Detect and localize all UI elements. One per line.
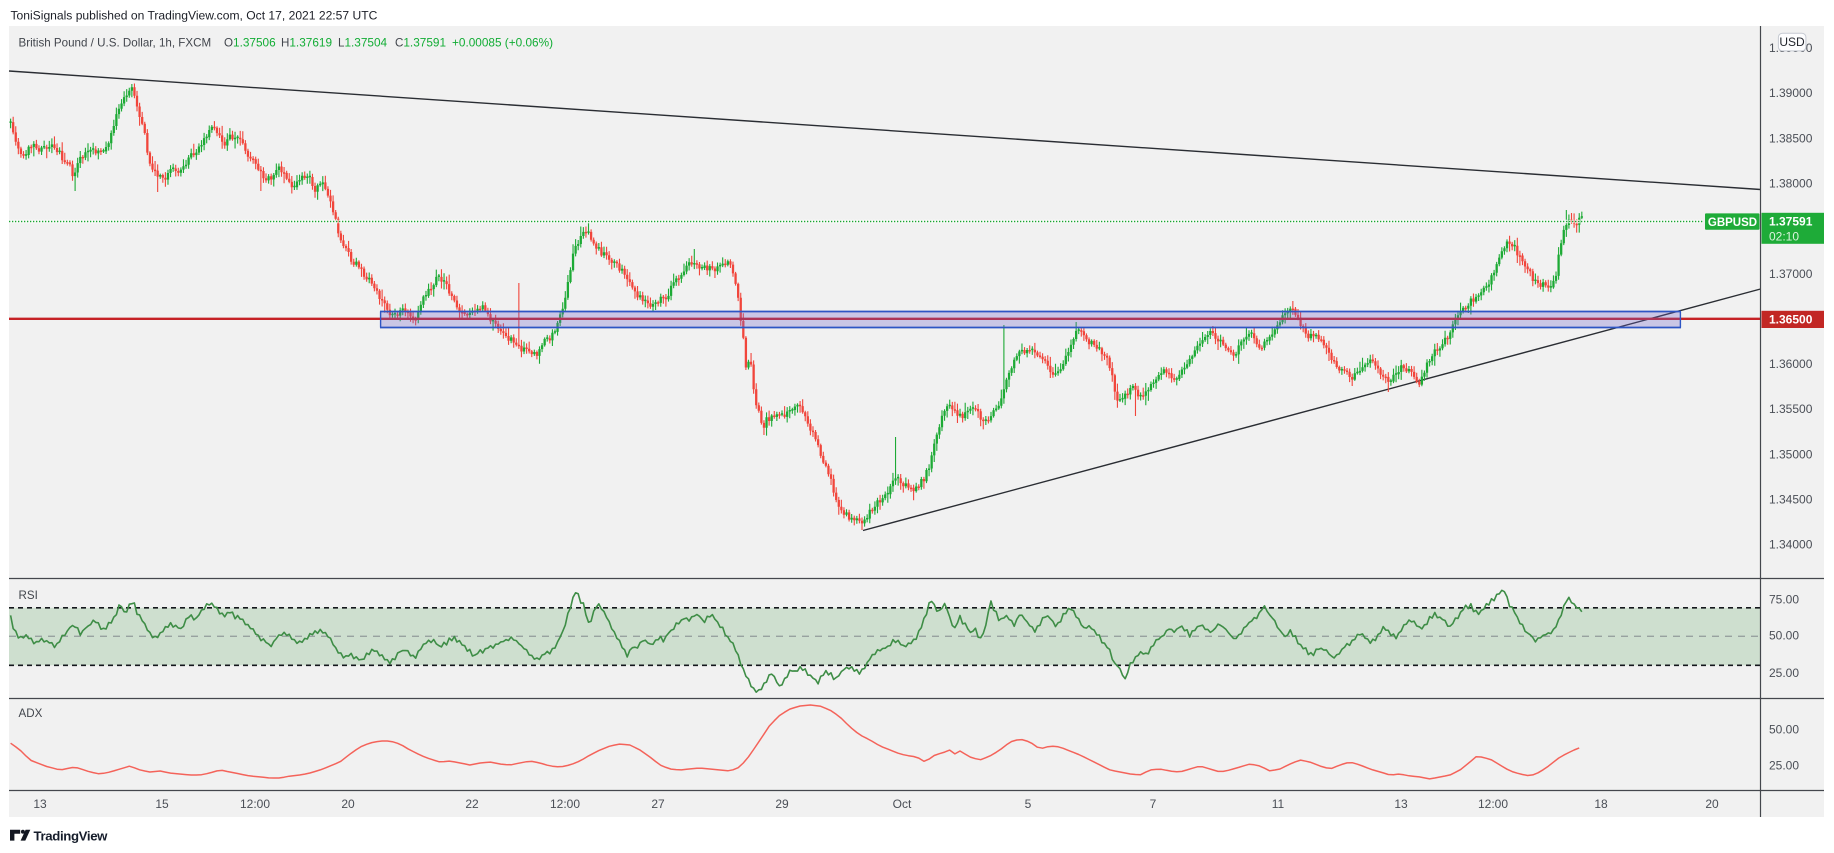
svg-text:ADX: ADX — [19, 707, 43, 720]
svg-text:USD: USD — [1779, 35, 1805, 49]
svg-text:29: 29 — [775, 797, 789, 811]
svg-text:12:00: 12:00 — [240, 797, 270, 811]
svg-text:13: 13 — [33, 797, 47, 811]
svg-text:25.00: 25.00 — [1769, 666, 1799, 680]
svg-text:50.00: 50.00 — [1769, 722, 1799, 736]
svg-text:25.00: 25.00 — [1769, 759, 1799, 773]
svg-text:British Pound / U.S. Dollar, 1: British Pound / U.S. Dollar, 1h, FXCM — [19, 37, 212, 50]
svg-text:7: 7 — [1150, 797, 1157, 811]
svg-text:20: 20 — [341, 797, 355, 811]
svg-text:C1.37591: C1.37591 — [395, 36, 446, 50]
svg-text:O1.37506: O1.37506 — [224, 36, 276, 50]
svg-text:50.00: 50.00 — [1769, 628, 1799, 642]
svg-text:1.35500: 1.35500 — [1769, 402, 1813, 416]
svg-text:1.36500: 1.36500 — [1769, 313, 1813, 327]
svg-text:1.36000: 1.36000 — [1769, 357, 1813, 371]
svg-text:5: 5 — [1025, 797, 1032, 811]
svg-text:20: 20 — [1705, 797, 1719, 811]
svg-text:13: 13 — [1394, 797, 1408, 811]
svg-text:02:10: 02:10 — [1769, 230, 1799, 244]
svg-text:12:00: 12:00 — [550, 797, 580, 811]
svg-text:1.37000: 1.37000 — [1769, 267, 1813, 281]
svg-text:1.38500: 1.38500 — [1769, 131, 1813, 145]
svg-text:12:00: 12:00 — [1478, 797, 1508, 811]
svg-text:H1.37619: H1.37619 — [281, 36, 332, 50]
svg-text:1.34000: 1.34000 — [1769, 538, 1813, 552]
svg-text:1.39000: 1.39000 — [1769, 86, 1813, 100]
svg-text:1.37591: 1.37591 — [1769, 215, 1813, 229]
svg-text:RSI: RSI — [19, 589, 38, 602]
svg-text:27: 27 — [651, 797, 665, 811]
svg-text:ToniSignals published on Tradi: ToniSignals published on TradingView.com… — [11, 9, 378, 23]
svg-text:Oct: Oct — [893, 797, 912, 811]
svg-text:15: 15 — [155, 797, 169, 811]
svg-text:1.35000: 1.35000 — [1769, 447, 1813, 461]
svg-text:22: 22 — [465, 797, 479, 811]
svg-text:18: 18 — [1594, 797, 1608, 811]
svg-text:1.34500: 1.34500 — [1769, 493, 1813, 507]
svg-text:GBPUSD: GBPUSD — [1708, 217, 1757, 229]
svg-text:11: 11 — [1272, 797, 1285, 811]
svg-text:+0.00085 (+0.06%): +0.00085 (+0.06%) — [452, 36, 553, 50]
svg-text:L1.37504: L1.37504 — [338, 36, 388, 50]
svg-text:1.38000: 1.38000 — [1769, 177, 1813, 191]
svg-text:TradingView: TradingView — [34, 829, 109, 844]
svg-text:75.00: 75.00 — [1769, 592, 1799, 606]
